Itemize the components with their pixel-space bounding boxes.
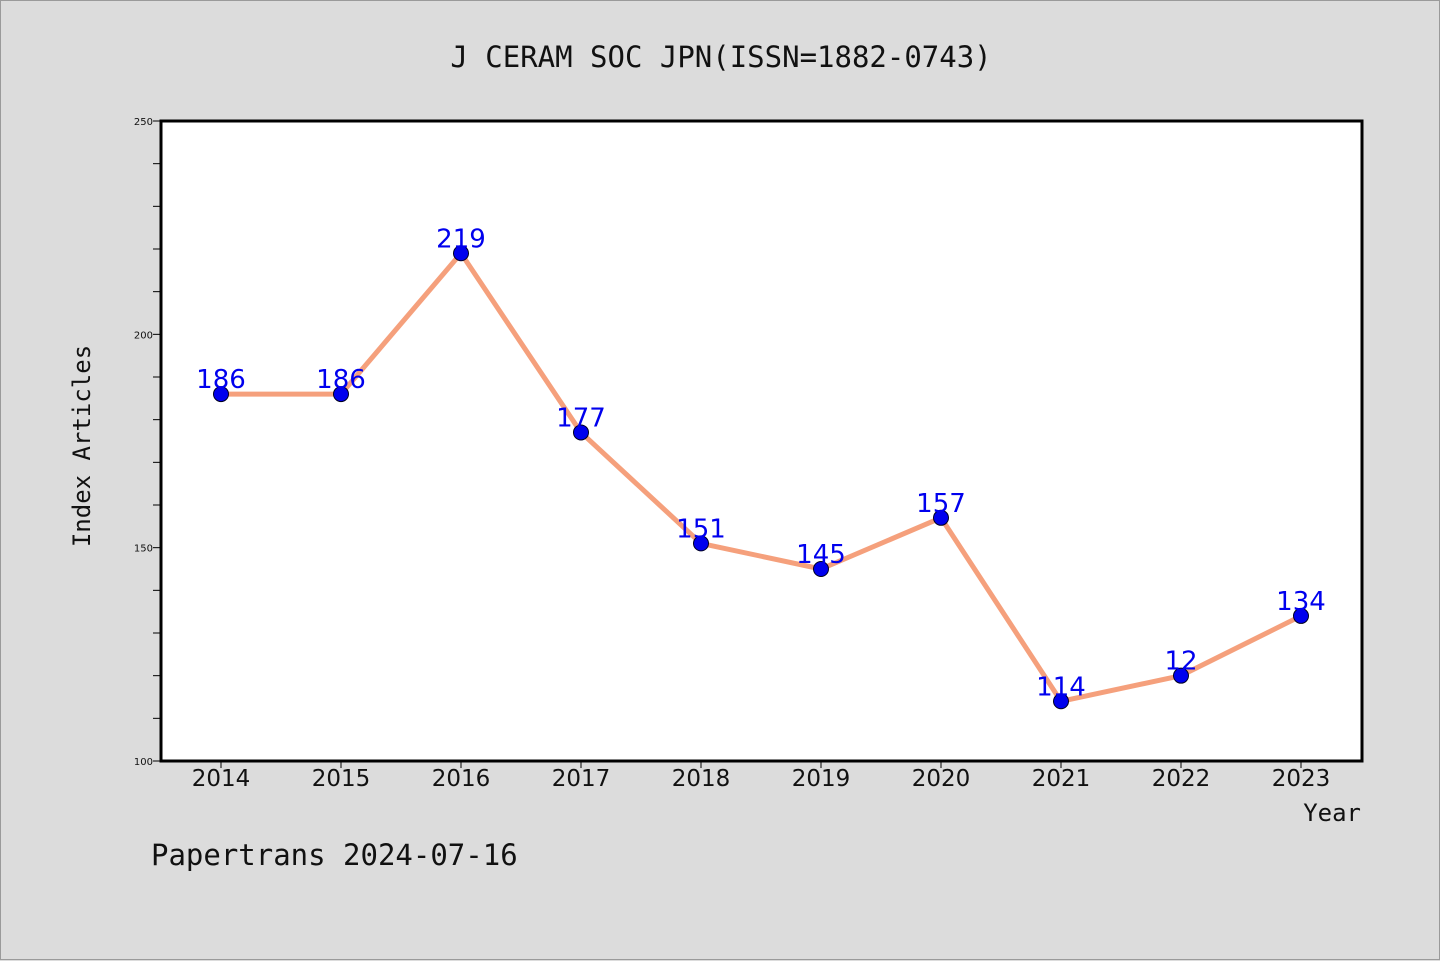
data-label: 219 <box>436 224 486 254</box>
series-line <box>221 250 1303 704</box>
x-tick-label: 2023 <box>1272 766 1331 792</box>
x-tick-label: 2015 <box>312 766 371 792</box>
x-axis: 2014 2015 2016 2017 2018 2019 2020 2021 2022 2023 <box>192 761 1331 792</box>
plot-area <box>159 119 1364 763</box>
data-label: 157 <box>916 489 966 519</box>
data-label: 134 <box>1276 587 1326 617</box>
data-point <box>933 509 949 526</box>
x-tick-label: 2018 <box>672 766 731 792</box>
data-point <box>693 535 709 552</box>
data-point <box>1053 693 1069 710</box>
footer-text: Papertrans 2024-07-16 <box>151 838 518 872</box>
data-point <box>1173 667 1189 684</box>
data-point <box>813 561 829 577</box>
x-tick-label: 2022 <box>1152 766 1211 792</box>
data-label: 114 <box>1036 672 1086 702</box>
x-tick-label: 2016 <box>432 766 491 792</box>
x-tick-label: 2014 <box>192 766 251 792</box>
data-label: 186 <box>316 365 366 395</box>
data-label: 177 <box>556 403 606 433</box>
data-label: 151 <box>676 514 726 544</box>
data-label-group: 186 186 219 177 151 145 157 114 12 134 <box>196 224 1326 702</box>
data-point <box>1293 607 1309 624</box>
data-label: 186 <box>196 365 246 395</box>
y-tick-label: 200 <box>134 330 153 341</box>
data-label: 145 <box>796 540 846 570</box>
y-axis-label: Index Articles <box>68 345 96 547</box>
x-tick-label: 2021 <box>1032 766 1091 792</box>
data-point <box>453 245 469 262</box>
x-axis-label: Year <box>1303 799 1361 827</box>
data-label: 12 <box>1164 647 1197 677</box>
y-tick-label: 150 <box>134 544 153 555</box>
y-tick-label: 100 <box>134 757 153 768</box>
data-point <box>573 424 589 441</box>
data-point <box>333 386 349 403</box>
y-tick-label: 250 <box>134 117 153 128</box>
y-axis: 100 150 200 250 <box>134 117 161 768</box>
series-group <box>213 245 1309 710</box>
data-point <box>213 386 229 403</box>
x-tick-label: 2019 <box>792 766 851 792</box>
x-tick-label: 2017 <box>552 766 611 792</box>
chart-title: J CERAM SOC JPN(ISSN=1882-0743) <box>450 40 991 74</box>
x-tick-label: 2020 <box>912 766 971 792</box>
